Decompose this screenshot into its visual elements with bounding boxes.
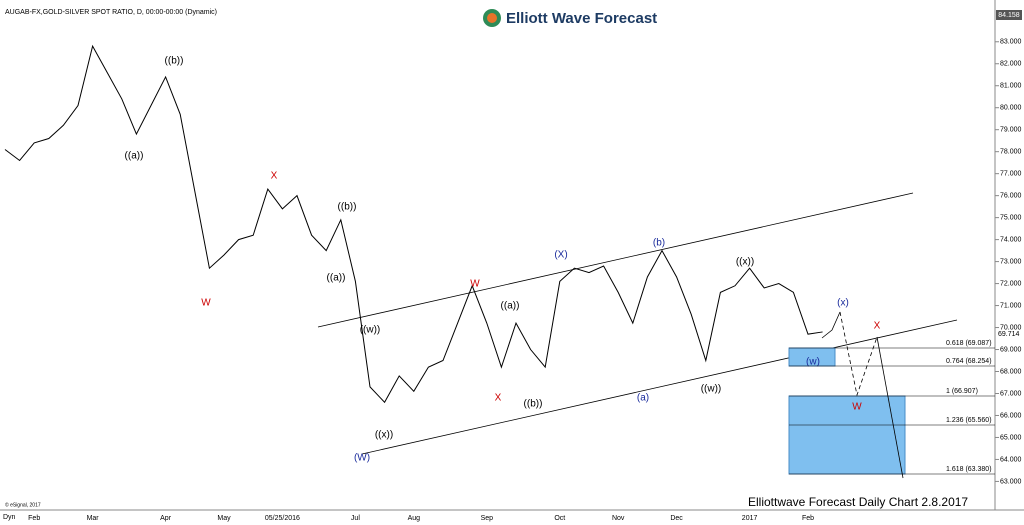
y-tick-label: 63.000	[1000, 478, 1022, 485]
y-tick-label: 74.000	[1000, 236, 1022, 243]
wave-label: X	[271, 171, 278, 182]
y-tick-label: 82.000	[1000, 61, 1022, 68]
wave-label: ((a))	[125, 151, 144, 162]
wave-label: ((w))	[360, 325, 381, 336]
corner-label: Dyn	[3, 514, 16, 521]
wave-label: (X)	[554, 250, 567, 261]
fib-label: 1.236 (65.560)	[946, 417, 992, 424]
x-tick-label: Aug	[408, 515, 421, 522]
y-tick-label: 76.000	[1000, 192, 1022, 199]
wave-label: W	[201, 298, 211, 309]
projection	[821, 311, 841, 339]
y-tick-label: 75.000	[1000, 214, 1022, 221]
wave-label: W	[852, 402, 862, 413]
logo: Elliott Wave Forecast	[506, 10, 657, 27]
fib-label: 1 (66.907)	[946, 388, 978, 395]
x-tick-label: Oct	[554, 515, 565, 522]
x-tick-label: 05/25/2016	[265, 515, 300, 522]
y-tick-label: 69.000	[1000, 346, 1022, 353]
price-box	[996, 10, 1022, 20]
x-tick-label: Feb	[28, 515, 40, 522]
y-tick-label: 68.000	[1000, 368, 1022, 375]
price-line	[4, 44, 823, 404]
y-tick-label: 77.000	[1000, 171, 1022, 178]
x-tick-label: Nov	[612, 515, 625, 522]
copyright: © eSignal, 2017	[5, 501, 41, 508]
channel-line	[317, 192, 914, 328]
wave-label: (a)	[637, 393, 649, 404]
fib-label: 0.764 (68.254)	[946, 358, 992, 365]
channel-line	[361, 319, 958, 455]
x-tick-label: Feb	[802, 515, 814, 522]
y-tick-label: 80.000	[1000, 105, 1022, 112]
wave-label: ((w))	[701, 384, 722, 395]
header: AUGAB-FX,GOLD-SILVER SPOT RATIO, D, 00:0…	[5, 9, 217, 16]
y-tick-label: 66.000	[1000, 412, 1022, 419]
wave-label: ((a))	[501, 301, 520, 312]
wave-label: (w)	[806, 357, 820, 368]
projection	[839, 311, 878, 397]
footer: Elliottwave Forecast Daily Chart 2.8.201…	[748, 495, 968, 509]
wave-label: (W)	[354, 453, 370, 464]
axis-top-label: 84.158	[998, 12, 1020, 19]
wave-label: ((x))	[375, 430, 393, 441]
logo-icon	[487, 13, 497, 23]
wave-label: ((b))	[165, 56, 184, 67]
y-tick-label: 67.000	[1000, 390, 1022, 397]
fib-label: 0.618 (69.087)	[946, 340, 992, 347]
projection	[876, 336, 904, 479]
last-price-label: 69.714	[998, 331, 1020, 338]
y-tick-label: 70.000	[1000, 324, 1022, 331]
x-tick-label: Dec	[670, 515, 683, 522]
x-tick-label: Jul	[351, 515, 360, 522]
x-tick-label: Apr	[160, 515, 172, 522]
y-tick-label: 81.000	[1000, 83, 1022, 90]
wave-label: (b)	[653, 238, 665, 249]
y-tick-label: 72.000	[1000, 280, 1022, 287]
x-tick-label: 2017	[742, 515, 758, 522]
wave-label: X	[874, 321, 881, 332]
wave-label: ((b))	[524, 399, 543, 410]
x-tick-label: Mar	[87, 515, 100, 522]
y-tick-label: 78.000	[1000, 149, 1022, 156]
wave-label: ((x))	[736, 257, 754, 268]
wave-label: ((b))	[338, 202, 357, 213]
y-tick-label: 79.000	[1000, 127, 1022, 134]
wave-label: W	[470, 279, 480, 290]
y-tick-label: 65.000	[1000, 434, 1022, 441]
y-tick-label: 83.000	[1000, 39, 1022, 46]
target-box	[788, 395, 906, 475]
y-tick-label: 64.000	[1000, 456, 1022, 463]
wave-label: (x)	[837, 298, 849, 309]
wave-label: ((a))	[327, 273, 346, 284]
y-tick-label: 71.000	[1000, 302, 1022, 309]
x-tick-label: May	[217, 515, 231, 522]
y-tick-label: 73.000	[1000, 258, 1022, 265]
wave-label: X	[495, 393, 502, 404]
fib-label: 1.618 (63.380)	[946, 466, 992, 473]
x-tick-label: Sep	[481, 515, 494, 522]
